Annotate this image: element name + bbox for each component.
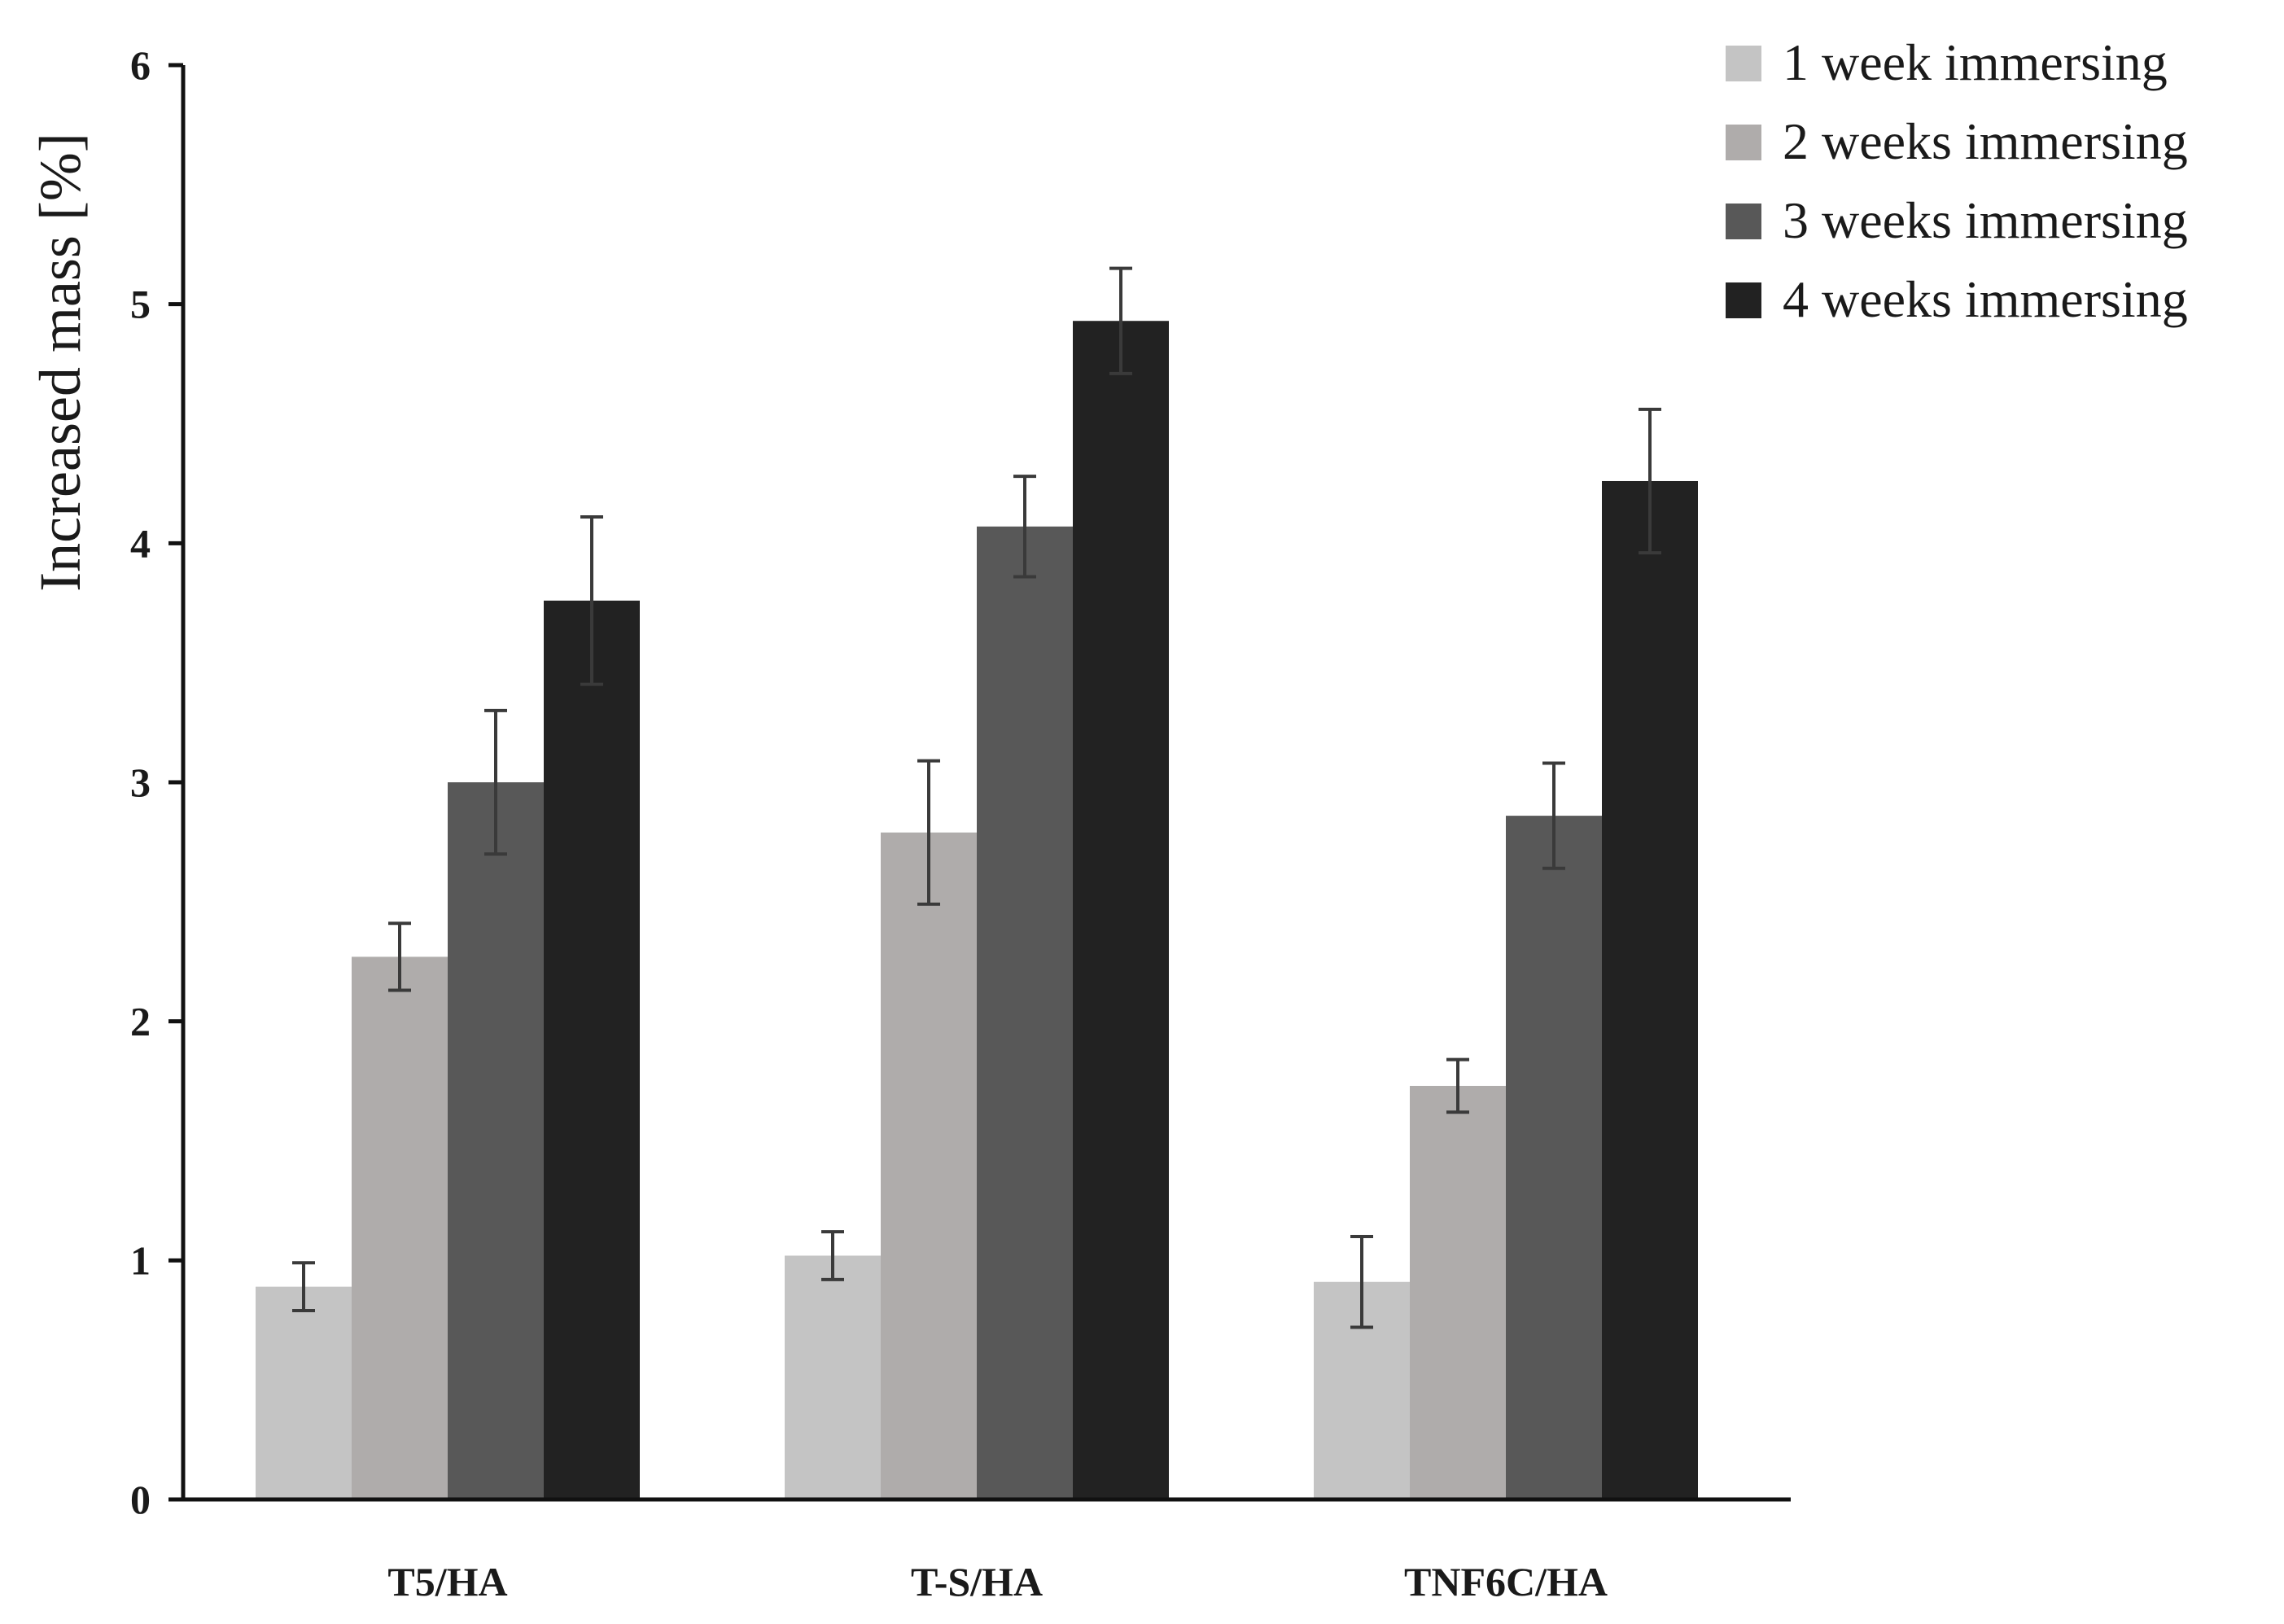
x-tick-label-2: T-S/HA <box>911 1559 1043 1604</box>
x-tick-label-3: TNF6C/HA <box>1404 1559 1608 1604</box>
error-bar-3-1 <box>484 708 507 856</box>
y-tick-label-6: 6 <box>130 42 151 88</box>
legend-swatch-2 <box>1726 125 1761 160</box>
legend-label-2: 2 weeks immersing <box>1783 112 2188 170</box>
legend-swatch-3 <box>1726 204 1761 239</box>
bar-3-2 <box>977 526 1073 1500</box>
y-tick-label-5: 5 <box>130 282 151 327</box>
error-bar-3-3 <box>1542 761 1565 870</box>
bar-4-3 <box>1602 480 1698 1499</box>
legend-label-4: 4 weeks immersing <box>1783 270 2188 328</box>
error-bar-4-2 <box>1109 266 1132 375</box>
legend-item-3: 3 weeks immersing <box>1726 191 2188 249</box>
legend-item-4: 4 weeks immersing <box>1726 270 2188 328</box>
bar-4-1 <box>544 600 640 1499</box>
error-bar-2-1 <box>388 921 411 992</box>
y-tick-label-3: 3 <box>130 759 151 805</box>
bar-2-1 <box>352 956 448 1499</box>
plot-area <box>256 266 1698 1500</box>
error-bar-4-3 <box>1639 407 1661 555</box>
bar-1-1 <box>256 1286 352 1499</box>
legend-item-2: 2 weeks immersing <box>1726 112 2188 170</box>
bar-3-3 <box>1506 816 1602 1499</box>
error-bar-4-1 <box>580 515 603 686</box>
bar-2-3 <box>1410 1085 1506 1499</box>
y-axis: 0 1 2 3 4 5 6 <box>130 42 186 1522</box>
legend: 1 week immersing 2 weeks immersing 3 weeks… <box>1726 33 2188 328</box>
bar-2-2 <box>881 832 977 1499</box>
legend-swatch-1 <box>1726 46 1761 81</box>
error-bar-2-2 <box>917 759 940 906</box>
bar-3-1 <box>448 782 544 1499</box>
x-axis: T5/HA T-S/HA TNF6C/HA <box>183 1497 1791 1604</box>
legend-item-1: 1 week immersing <box>1726 33 2168 91</box>
error-bar-1-1 <box>292 1261 315 1313</box>
y-tick-label-2: 2 <box>130 999 151 1044</box>
bar-1-2 <box>785 1255 881 1499</box>
legend-label-1: 1 week immersing <box>1783 33 2168 91</box>
error-bar-3-2 <box>1013 475 1036 579</box>
bar-4-2 <box>1073 321 1169 1499</box>
legend-label-3: 3 weeks immersing <box>1783 191 2188 249</box>
legend-swatch-4 <box>1726 282 1761 318</box>
error-bar-1-3 <box>1350 1234 1373 1329</box>
error-bar-1-2 <box>821 1230 844 1281</box>
y-tick-label-4: 4 <box>130 520 151 566</box>
x-tick-label-1: T5/HA <box>387 1559 507 1604</box>
y-tick-label-0: 0 <box>130 1477 151 1522</box>
y-axis-title: Increased mass [%] <box>28 133 93 592</box>
y-tick-label-1: 1 <box>130 1237 151 1283</box>
error-bar-2-3 <box>1446 1057 1469 1114</box>
